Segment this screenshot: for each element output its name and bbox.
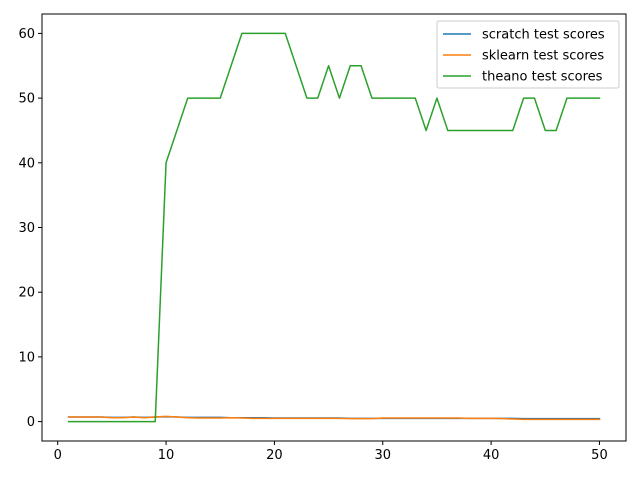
legend-box [436,20,620,89]
x-tick-label: 50 [591,448,608,463]
y-tick-label: 30 [18,221,35,236]
x-tick-label: 0 [54,448,62,463]
x-tick-label: 30 [374,448,391,463]
y-tick-label: 40 [18,156,35,171]
x-axis: 0 10 20 30 40 50 [54,441,608,463]
series-line-2 [67,415,601,421]
series-layer [67,32,601,423]
legend-label: sklearn test scores [482,49,604,64]
series-line-3 [67,32,601,423]
x-tick-label: 40 [483,448,500,463]
y-tick-label: 60 [18,27,35,42]
y-tick-label: 50 [18,92,35,107]
x-tick-label: 20 [266,448,283,463]
y-tick-label: 0 [27,415,35,430]
y-axis: 0 10 20 30 40 50 60 [18,27,42,430]
legend-label: scratch test scores [482,28,605,43]
legend: scratch test scores sklearn test scores th… [436,20,620,89]
x-tick-label: 10 [158,448,175,463]
y-tick-label: 10 [18,350,35,365]
legend-label: theano test scores [482,70,603,85]
y-tick-label: 20 [18,286,35,301]
